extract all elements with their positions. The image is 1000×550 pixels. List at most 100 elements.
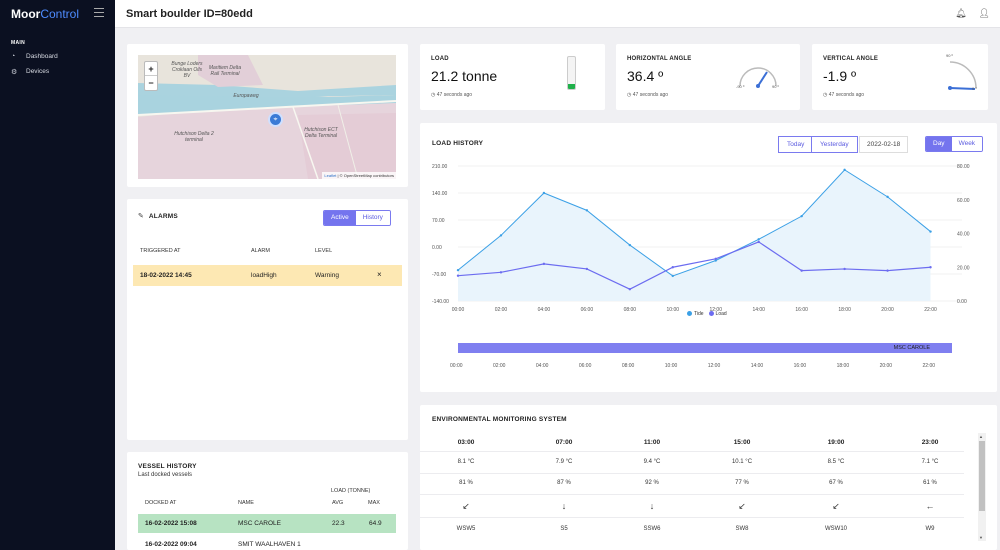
load-history-card: LOAD HISTORY Today Yesterday 2022-02-18 … — [420, 123, 997, 392]
load-max: 64.9 — [369, 520, 382, 527]
legend-tide-label: Tide — [694, 311, 704, 317]
y-left-tick-label: 0.00 — [432, 245, 442, 251]
load-time-text: 47 seconds ago — [436, 92, 473, 98]
range-toggle: Day Week — [925, 136, 984, 152]
y-left-tick-label: -140.00 — [432, 299, 449, 305]
clock-icon: ◷ — [823, 92, 829, 98]
env-wind: S5 — [560, 526, 568, 532]
env-time-header: 15:00 — [733, 439, 751, 446]
env-wind: SW8 — [735, 526, 749, 532]
env-humidity: 77 % — [735, 480, 749, 486]
env-time-header: 07:00 — [555, 439, 573, 446]
env-temperature: 8.1 °C — [457, 459, 475, 465]
y-left-tick-label: 140.00 — [432, 191, 448, 197]
vessel-name: SMIT WAALHAVEN 1 — [238, 541, 301, 548]
col-name: NAME — [238, 500, 254, 506]
location-marker-icon[interactable]: ⌖ — [268, 112, 283, 127]
map-label: Maritiem Delta Rail Terminal — [208, 65, 242, 77]
x-tick-label: 10:00 — [667, 307, 680, 313]
env-time-header: 11:00 — [643, 439, 661, 446]
load-point — [542, 262, 546, 266]
tide-point — [929, 230, 932, 233]
wind-direction-icon: ↓ — [561, 501, 567, 511]
horizontal-gauge — [739, 67, 777, 88]
dismiss-alarm-button[interactable]: × — [377, 270, 382, 279]
y-left-tick-label: 70.00 — [432, 218, 445, 224]
wind-direction-icon: ↙ — [738, 501, 746, 511]
scroll-up-icon[interactable]: ▲ — [979, 434, 983, 439]
tide-point — [456, 268, 460, 272]
load-avg: 22.3 — [332, 520, 345, 527]
vertical-angle-value: -1.9 º — [823, 68, 857, 84]
tide-point — [628, 243, 632, 247]
sidebar-item-dashboard[interactable]: ◔ Dashboard — [0, 49, 115, 64]
load-point — [456, 274, 460, 277]
x-tick-label: 14:00 — [752, 307, 765, 313]
table-row: 18-02-2022 14:45 loadHigh Warning × — [133, 265, 402, 286]
zoom-out-button[interactable]: − — [148, 78, 154, 88]
load-point — [714, 257, 717, 261]
scroll-thumb[interactable] — [979, 441, 985, 511]
docked-at: 16-02-2022 15:08 — [145, 520, 197, 527]
tab-active[interactable]: Active — [324, 211, 356, 225]
sidebar-section-main: MAIN — [11, 40, 25, 46]
load-point — [843, 267, 846, 271]
vessel-name: MSC CAROLE — [238, 520, 281, 527]
range-week-button[interactable]: Week — [951, 137, 983, 151]
gauge-min-label: 0 º — [972, 86, 977, 91]
timeline-tick-label: 18:00 — [836, 363, 850, 369]
vessel-timeline-bar[interactable]: MSC CAROLE — [458, 343, 952, 353]
divider — [420, 517, 964, 518]
table-row[interactable]: 16-02-2022 15:08 MSC CAROLE 22.3 64.9 — [138, 514, 396, 533]
map[interactable]: + − Hutchison Delta 2 terminal Hutchison… — [138, 55, 396, 179]
tide-point — [499, 234, 503, 237]
env-temperature: 7.9 °C — [555, 459, 573, 465]
env-scrollbar[interactable]: ▲ ▼ — [978, 433, 986, 541]
table-row[interactable]: 16-02-2022 09:04 SMIT WAALHAVEN 1 — [138, 535, 396, 550]
col-max: MAX — [368, 500, 380, 506]
load-point — [628, 287, 632, 291]
timeline-tick-label: 22:00 — [922, 363, 936, 369]
bell-icon[interactable]: 🔔︎ — [955, 8, 967, 18]
leaflet-link[interactable]: Leaflet — [324, 173, 337, 178]
scroll-down-icon[interactable]: ▼ — [979, 535, 983, 540]
timeline-tick-label: 08:00 — [621, 363, 635, 369]
load-timestamp: ◷ 47 seconds ago — [431, 92, 472, 98]
x-tick-label: 18:00 — [838, 307, 851, 313]
y-right-tick-label: 80.00 — [957, 164, 970, 170]
env-temperature: 7.1 °C — [921, 459, 939, 465]
x-tick-label: 12:00 — [709, 307, 722, 313]
y-right-tick-label: 40.00 — [957, 232, 970, 238]
date-input[interactable]: 2022-02-18 — [859, 136, 909, 153]
tide-point — [800, 214, 803, 218]
vertical-timestamp: ◷ 47 seconds ago — [823, 92, 864, 98]
user-icon[interactable]: 👤︎ — [978, 8, 990, 18]
today-button[interactable]: Today — [778, 136, 814, 153]
yesterday-button[interactable]: Yesterday — [811, 136, 858, 153]
sidebar-item-devices[interactable]: ⚙ Devices — [0, 64, 115, 79]
load-point — [585, 267, 589, 271]
horizontal-time-text: 47 seconds ago — [632, 92, 669, 98]
range-day-button[interactable]: Day — [926, 137, 952, 151]
chart-legend: Tide Load — [687, 311, 727, 317]
zoom-in-button[interactable]: + — [145, 62, 157, 76]
wind-direction-icon: ↓ — [649, 501, 655, 511]
legend-tide[interactable]: Tide — [687, 311, 704, 317]
env-wind: SSW6 — [643, 526, 661, 532]
app-logo[interactable]: Moor Control — [0, 0, 115, 28]
sidebar-item-label: Devices — [26, 68, 50, 75]
load-point — [800, 269, 803, 272]
gauge-icon: ◔ — [11, 53, 16, 60]
env-time-header: 19:00 — [827, 439, 845, 446]
horizontal-angle-card: HORIZONTAL ANGLE 36.4 º ◷ 47 seconds ago… — [616, 44, 800, 110]
tab-history[interactable]: History — [355, 211, 390, 225]
y-right-tick-label: 20.00 — [957, 265, 970, 271]
legend-tide-swatch — [687, 311, 692, 316]
env-temperature: 8.5 °C — [827, 459, 845, 465]
vertical-gauge — [948, 61, 977, 90]
menu-toggle-icon[interactable] — [94, 8, 104, 17]
sidebar: Moor Control MAIN ◔ Dashboard ⚙ Devices — [0, 0, 115, 550]
y-right-tick-label: 60.00 — [957, 198, 970, 204]
load-level-indicator — [567, 56, 576, 90]
legend-load[interactable]: Load — [708, 311, 727, 317]
